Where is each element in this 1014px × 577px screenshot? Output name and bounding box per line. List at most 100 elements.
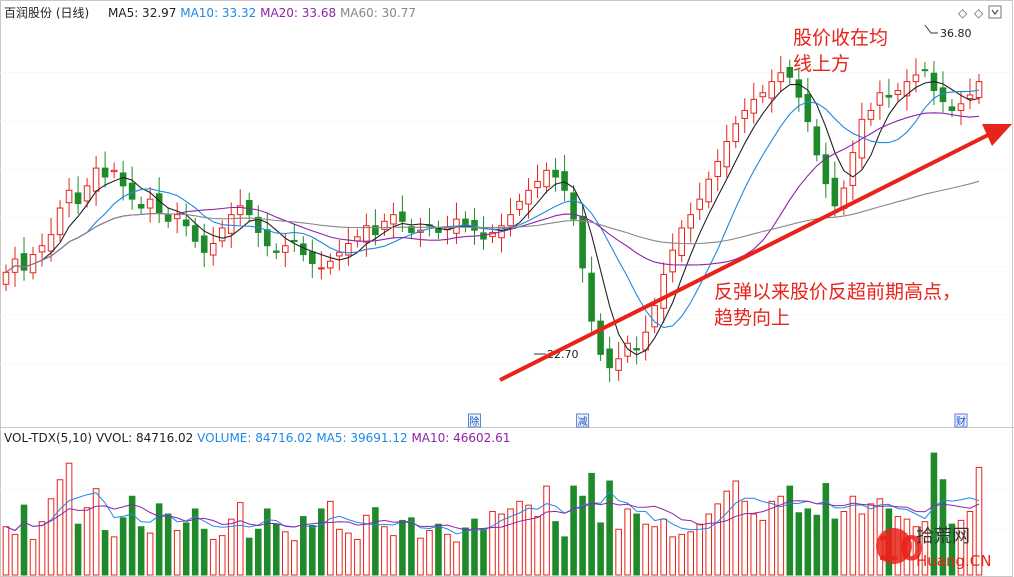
ma-legend-ma10: MA10: 33.32 <box>176 6 256 20</box>
volume-bar <box>74 523 82 576</box>
volume-bar <box>867 503 875 576</box>
volume-bar <box>597 522 604 576</box>
volume-bar <box>300 516 307 576</box>
volume-bar <box>146 532 154 576</box>
volume-bar <box>336 528 343 576</box>
square-icon[interactable]: ◇ <box>974 6 984 20</box>
candle-body <box>92 167 100 192</box>
volume-bar <box>552 521 559 576</box>
volume-bar <box>912 526 920 576</box>
candle-body <box>227 214 235 234</box>
candle-body <box>254 216 262 233</box>
candle-body <box>83 185 91 202</box>
volume-legend: VOL-TDX(5,10) VVOL: 84716.02 VOLUME: 847… <box>4 431 510 445</box>
candle-body <box>20 253 28 271</box>
watermark-en-text: Huang.CN <box>916 552 991 570</box>
volume-bar <box>200 528 208 576</box>
candle-body <box>894 90 902 96</box>
volume-bar <box>20 504 28 576</box>
annotation-trend-up: 反弹以来股价反超前期高点，趋势向上 <box>714 281 961 329</box>
volume-bar <box>101 530 109 576</box>
candle-body <box>822 154 830 185</box>
candle-body <box>336 251 343 257</box>
watermark-logo-icon <box>876 528 912 564</box>
candle-body <box>975 81 983 99</box>
volume-bar <box>732 480 740 576</box>
volume-bar <box>957 519 965 576</box>
volume-bar <box>705 513 713 576</box>
volume-legend-item: VOLUME: 84716.02 <box>193 431 312 445</box>
volume-bar <box>65 462 73 576</box>
volume-bar <box>209 538 217 576</box>
candle-body <box>146 198 154 209</box>
volume-bar <box>47 498 55 576</box>
settings-icon[interactable]: ◇ <box>958 6 968 20</box>
candle-body <box>696 198 704 210</box>
volume-legend-item: MA10: 46602.61 <box>408 431 511 445</box>
chart-title: 百润股份 (日线) <box>4 6 89 20</box>
volume-bar <box>579 495 586 576</box>
candle-body <box>804 94 812 123</box>
annotation-ma-above: 股价收在均线上方 <box>793 27 888 75</box>
candle-body <box>110 169 118 173</box>
volume-bar <box>227 518 235 576</box>
volume-bar <box>633 513 640 576</box>
chevron-icon <box>991 9 999 16</box>
watermark-logo-number: 10 <box>876 529 923 569</box>
candle-body <box>615 358 622 371</box>
candle-body <box>669 249 676 273</box>
ma-legend-ma60: MA60: 30.77 <box>336 6 416 20</box>
candle-body <box>263 229 271 247</box>
candle-body <box>921 69 929 72</box>
maximize-button[interactable] <box>988 5 1002 19</box>
volume-bar <box>489 511 496 576</box>
candlesticks <box>2 56 983 383</box>
volume-bar <box>218 535 226 576</box>
event-marker-box <box>467 413 481 428</box>
volume-bar <box>588 472 595 576</box>
candle-body <box>795 79 803 98</box>
volume-bar <box>236 502 244 576</box>
volume-bar <box>921 521 929 576</box>
candle-body <box>579 215 586 269</box>
volume-bar <box>426 530 433 576</box>
trend-arrow <box>499 124 1012 382</box>
volume-bar <box>354 538 361 576</box>
candle-body <box>191 225 199 242</box>
candle-body <box>47 234 55 252</box>
candle-body <box>399 211 406 222</box>
volume-bar <box>507 508 514 576</box>
volume-bar <box>182 522 190 576</box>
volume-bar <box>119 517 127 576</box>
volume-bar <box>642 523 649 576</box>
ma-legend: MA5: 32.97 MA10: 33.32 MA20: 33.68 MA60:… <box>108 6 416 20</box>
volume-bar <box>687 531 694 576</box>
moving-average-lines <box>5 81 980 356</box>
candle-body <box>624 342 631 357</box>
event-marker-label: 减 <box>578 416 588 428</box>
volume-bar <box>164 513 172 576</box>
volume-bar <box>525 504 532 576</box>
volume-legend-item: VVOL: 84716.02 <box>92 431 193 445</box>
candle-body <box>182 219 190 227</box>
candle-body <box>552 169 559 178</box>
ma-legend-ma20: MA20: 33.68 <box>256 6 336 20</box>
event-markers: 除减财 <box>467 413 968 428</box>
volume-bar <box>399 519 406 576</box>
volume-bar <box>840 511 848 576</box>
candle-body <box>236 205 244 216</box>
volume-bar <box>696 523 704 576</box>
volume-bar <box>318 508 325 576</box>
volume-bar <box>281 531 289 576</box>
volume-bar <box>471 518 478 576</box>
candle-body <box>200 235 208 253</box>
volume-bar <box>291 540 298 576</box>
watermark-cn-text: 拾荒网 <box>916 526 970 547</box>
volume-bar <box>453 541 460 576</box>
volume-bar <box>254 528 262 576</box>
volume-bar <box>29 538 37 576</box>
event-marker-box <box>576 413 590 428</box>
volume-ma10-line <box>5 500 980 532</box>
candle-body <box>516 200 523 210</box>
